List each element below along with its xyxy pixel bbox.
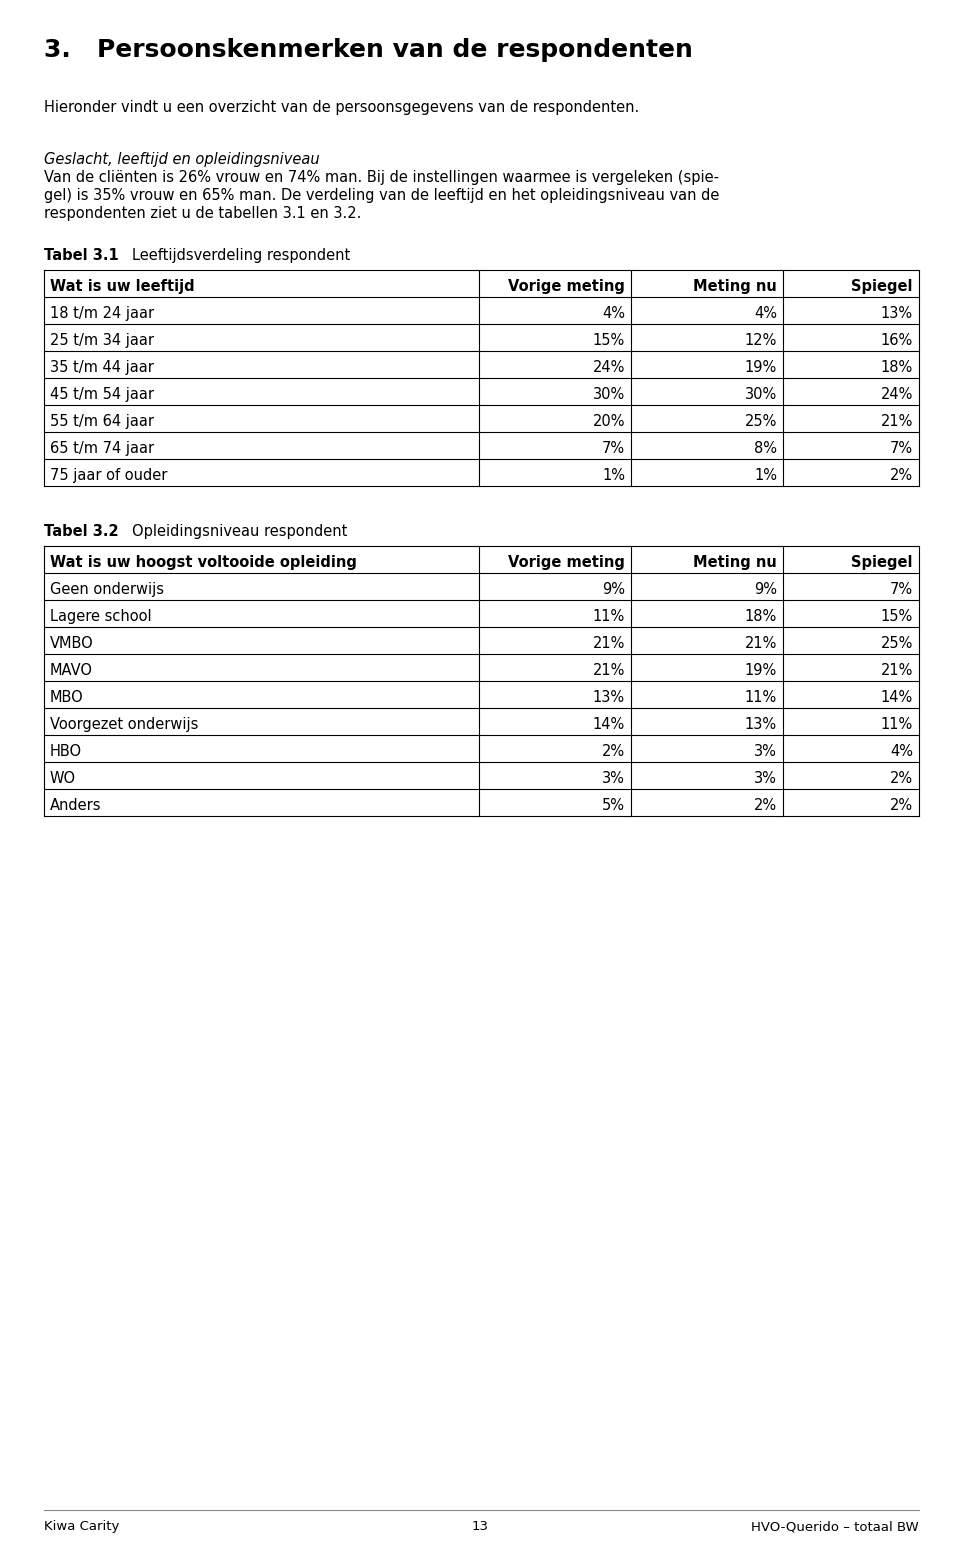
Text: 25%: 25%: [880, 636, 913, 650]
Text: 13%: 13%: [881, 305, 913, 320]
Text: WO: WO: [50, 771, 76, 786]
Text: Anders: Anders: [50, 797, 102, 813]
Text: 8%: 8%: [754, 441, 777, 455]
Text: 16%: 16%: [880, 333, 913, 348]
Text: 21%: 21%: [745, 636, 777, 650]
Text: 14%: 14%: [880, 690, 913, 704]
Text: 19%: 19%: [745, 359, 777, 375]
Text: Spiegel: Spiegel: [852, 279, 913, 294]
Text: MBO: MBO: [50, 690, 84, 704]
Text: 14%: 14%: [592, 717, 625, 732]
Text: 2%: 2%: [890, 797, 913, 813]
Text: 30%: 30%: [592, 387, 625, 401]
Text: 7%: 7%: [890, 441, 913, 455]
Text: 21%: 21%: [880, 663, 913, 678]
Text: 30%: 30%: [745, 387, 777, 401]
Text: 20%: 20%: [592, 413, 625, 429]
Text: Wat is uw leeftijd: Wat is uw leeftijd: [50, 279, 195, 294]
Text: 3.   Persoonskenmerken van de respondenten: 3. Persoonskenmerken van de respondenten: [44, 39, 693, 62]
Text: Meting nu: Meting nu: [693, 279, 777, 294]
Text: 21%: 21%: [880, 413, 913, 429]
Text: 12%: 12%: [745, 333, 777, 348]
Text: 11%: 11%: [880, 717, 913, 732]
Text: 15%: 15%: [592, 333, 625, 348]
Text: 4%: 4%: [890, 743, 913, 759]
Text: 18 t/m 24 jaar: 18 t/m 24 jaar: [50, 305, 155, 320]
Text: 2%: 2%: [890, 771, 913, 786]
Text: 13%: 13%: [745, 717, 777, 732]
Text: Wat is uw hoogst voltooide opleiding: Wat is uw hoogst voltooide opleiding: [50, 554, 357, 570]
Text: 15%: 15%: [880, 608, 913, 624]
Text: 2%: 2%: [602, 743, 625, 759]
Text: 75 jaar of ouder: 75 jaar of ouder: [50, 467, 167, 483]
Text: 25 t/m 34 jaar: 25 t/m 34 jaar: [50, 333, 154, 348]
Text: 7%: 7%: [602, 441, 625, 455]
Text: 4%: 4%: [754, 305, 777, 320]
Text: Tabel 3.2: Tabel 3.2: [44, 525, 119, 539]
Text: 4%: 4%: [602, 305, 625, 320]
Text: Spiegel: Spiegel: [852, 554, 913, 570]
Text: 1%: 1%: [602, 467, 625, 483]
Text: HVO-Querido – totaal BW: HVO-Querido – totaal BW: [752, 1520, 919, 1533]
Text: 55 t/m 64 jaar: 55 t/m 64 jaar: [50, 413, 154, 429]
Text: Voorgezet onderwijs: Voorgezet onderwijs: [50, 717, 199, 732]
Text: 45 t/m 54 jaar: 45 t/m 54 jaar: [50, 387, 154, 401]
Text: 9%: 9%: [754, 582, 777, 596]
Text: Opleidingsniveau respondent: Opleidingsniveau respondent: [132, 525, 348, 539]
Text: Hieronder vindt u een overzicht van de persoonsgegevens van de respondenten.: Hieronder vindt u een overzicht van de p…: [44, 101, 639, 115]
Text: 9%: 9%: [602, 582, 625, 596]
Text: HBO: HBO: [50, 743, 83, 759]
Text: Van de cliënten is 26% vrouw en 74% man. Bij de instellingen waarmee is vergelek: Van de cliënten is 26% vrouw en 74% man.…: [44, 170, 719, 186]
Text: 19%: 19%: [745, 663, 777, 678]
Text: 3%: 3%: [602, 771, 625, 786]
Text: MAVO: MAVO: [50, 663, 93, 678]
Text: Lagere school: Lagere school: [50, 608, 152, 624]
Text: 18%: 18%: [745, 608, 777, 624]
Text: Vorige meting: Vorige meting: [508, 279, 625, 294]
Text: 11%: 11%: [745, 690, 777, 704]
Text: Geen onderwijs: Geen onderwijs: [50, 582, 164, 596]
Text: 13%: 13%: [593, 690, 625, 704]
Text: 2%: 2%: [754, 797, 777, 813]
Text: respondenten ziet u de tabellen 3.1 en 3.2.: respondenten ziet u de tabellen 3.1 en 3…: [44, 206, 361, 221]
Text: 18%: 18%: [880, 359, 913, 375]
Text: 24%: 24%: [592, 359, 625, 375]
Text: 7%: 7%: [890, 582, 913, 596]
Text: Leeftijdsverdeling respondent: Leeftijdsverdeling respondent: [132, 248, 350, 263]
Text: 21%: 21%: [592, 636, 625, 650]
Text: VMBO: VMBO: [50, 636, 94, 650]
Text: 5%: 5%: [602, 797, 625, 813]
Text: 3%: 3%: [755, 743, 777, 759]
Text: 24%: 24%: [880, 387, 913, 401]
Text: 2%: 2%: [890, 467, 913, 483]
Text: Geslacht, leeftijd en opleidingsniveau: Geslacht, leeftijd en opleidingsniveau: [44, 152, 320, 167]
Text: 1%: 1%: [754, 467, 777, 483]
Text: Meting nu: Meting nu: [693, 554, 777, 570]
Text: Vorige meting: Vorige meting: [508, 554, 625, 570]
Text: 65 t/m 74 jaar: 65 t/m 74 jaar: [50, 441, 155, 455]
Text: Tabel 3.1: Tabel 3.1: [44, 248, 119, 263]
Text: 25%: 25%: [745, 413, 777, 429]
Text: 35 t/m 44 jaar: 35 t/m 44 jaar: [50, 359, 154, 375]
Text: 3%: 3%: [755, 771, 777, 786]
Text: Kiwa Carity: Kiwa Carity: [44, 1520, 119, 1533]
Text: gel) is 35% vrouw en 65% man. De verdeling van de leeftijd en het opleidingsnive: gel) is 35% vrouw en 65% man. De verdeli…: [44, 187, 719, 203]
Text: 13: 13: [471, 1520, 489, 1533]
Text: 11%: 11%: [592, 608, 625, 624]
Text: 21%: 21%: [592, 663, 625, 678]
